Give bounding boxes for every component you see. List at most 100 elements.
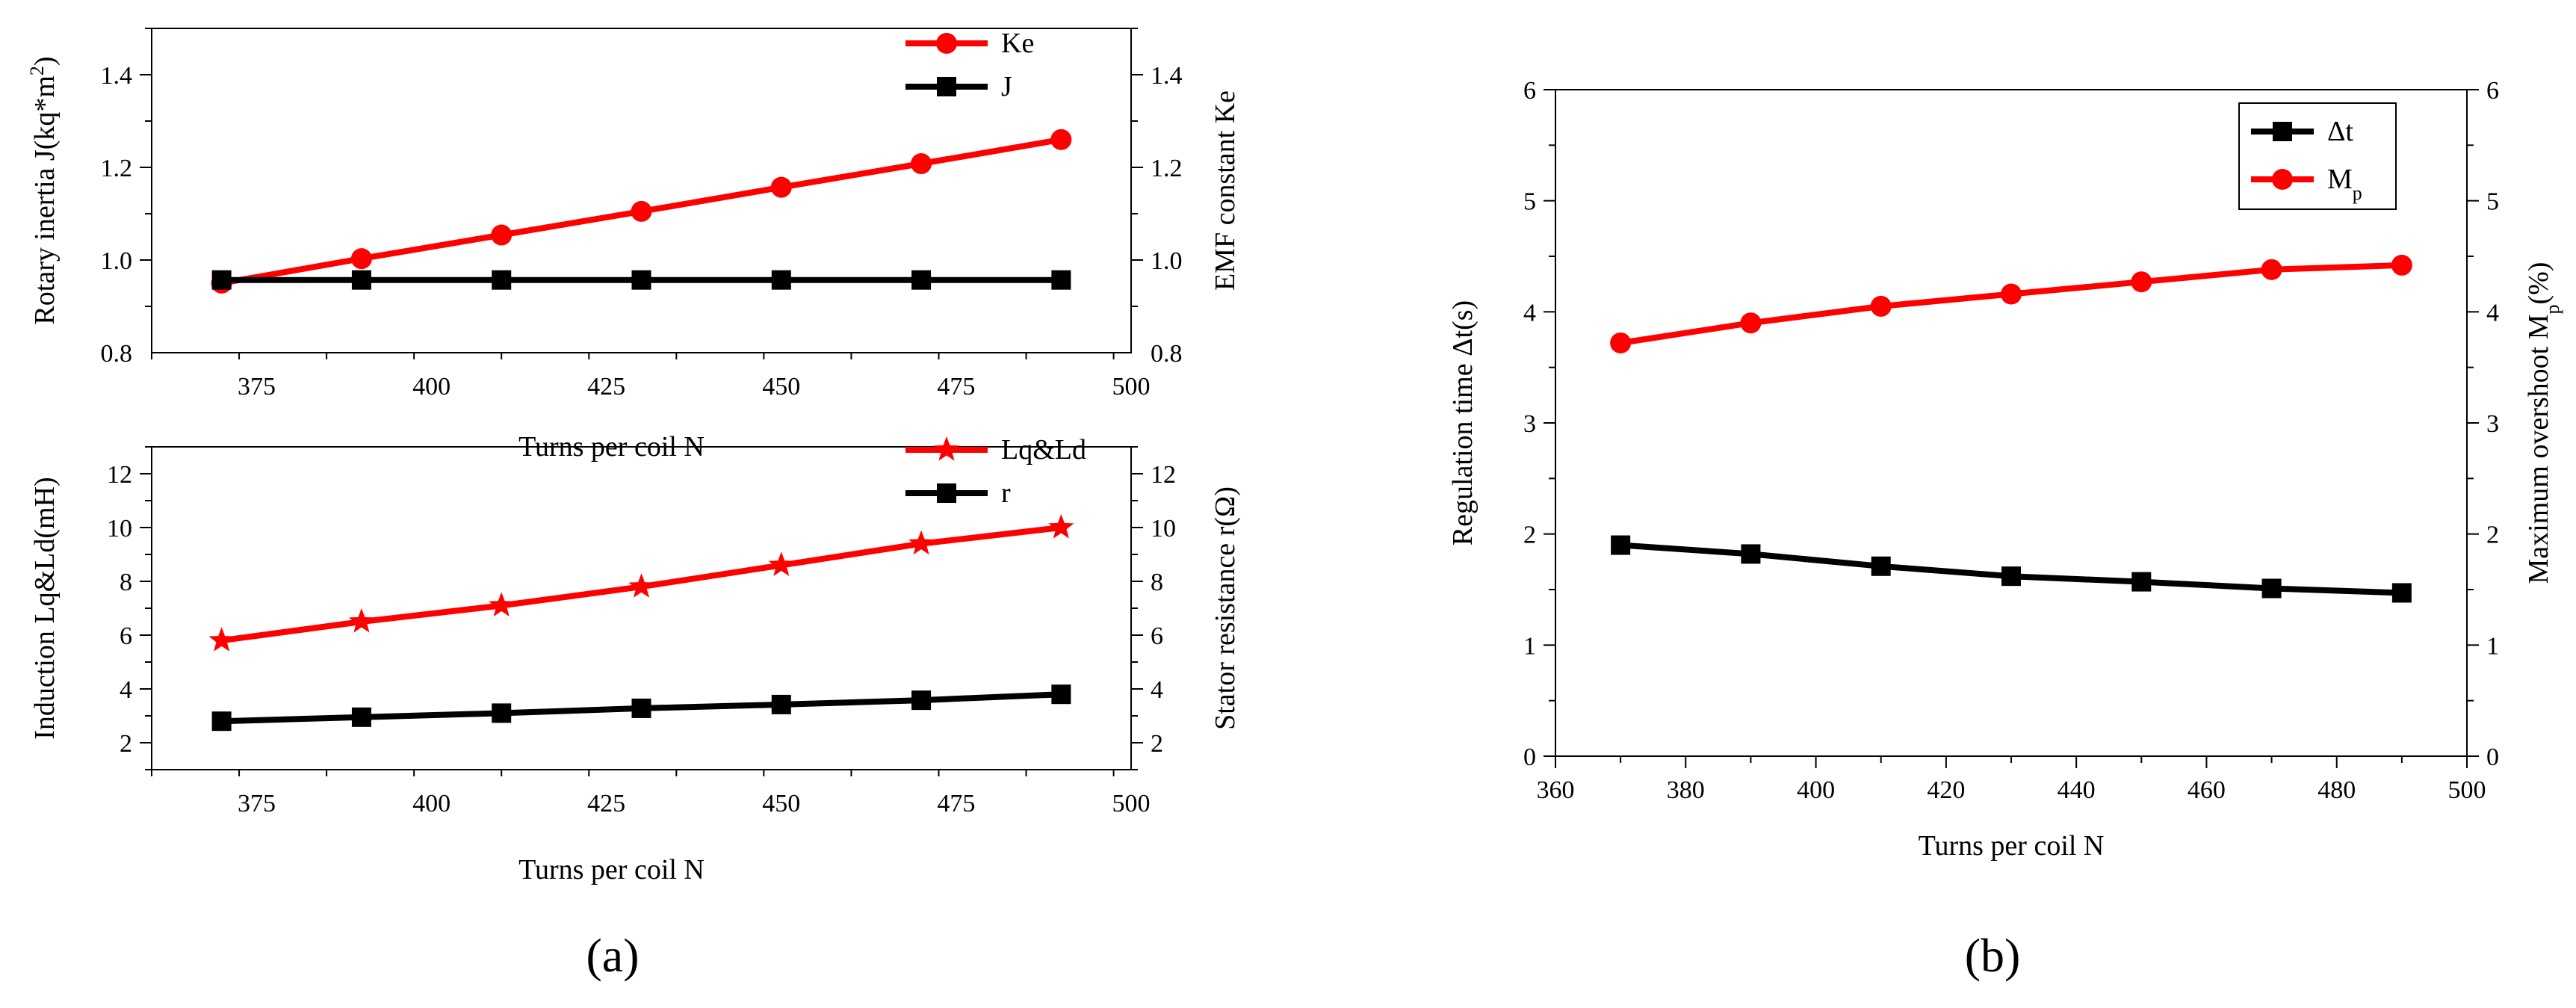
x-tick-label: 425 — [587, 790, 625, 817]
legend-swatch-marker — [937, 77, 956, 96]
y-right-axis-label-sub: p — [2542, 304, 2563, 314]
data-point — [2261, 578, 2282, 599]
x-tick-label: 360 — [1537, 776, 1575, 804]
legend-entry-label: Ke — [1001, 28, 1034, 59]
y-left-tick-label: 8 — [120, 569, 132, 596]
data-point — [1051, 270, 1071, 290]
data-point — [491, 224, 513, 246]
x-tick-label: 380 — [1667, 776, 1705, 804]
y-left-tick-label: 10 — [107, 515, 132, 542]
data-point — [211, 270, 232, 290]
legend-entry-sub: p — [2353, 182, 2362, 204]
y-left-tick-label: 3 — [1523, 410, 1536, 438]
legend-entry-label: Δt — [2327, 116, 2353, 147]
data-point — [1051, 684, 1071, 705]
data-point — [1611, 535, 1631, 555]
data-point — [631, 200, 652, 222]
data-point — [911, 270, 932, 290]
y-left-tick-label: 1.2 — [101, 155, 133, 182]
x-tick-label: 475 — [937, 790, 975, 817]
x-tick-label: 500 — [1112, 373, 1151, 401]
y-left-tick-label: 2 — [120, 730, 132, 758]
data-point — [208, 627, 235, 652]
x-tick-label: 460 — [2188, 776, 2226, 804]
y-left-tick-label: 6 — [1523, 77, 1536, 105]
x-axis-label: Turns per coil N — [1919, 830, 2105, 862]
data-point — [908, 530, 935, 555]
data-point — [2001, 566, 2021, 587]
data-point — [1741, 544, 1761, 564]
x-tick-label: 450 — [762, 373, 800, 401]
y-left-tick-label: 6 — [120, 622, 132, 650]
panel-a-label: (a) — [586, 929, 639, 982]
data-point — [628, 573, 654, 598]
legend-swatch-marker — [937, 483, 956, 503]
y-left-axis-label: Regulation time Δt(s) — [1447, 300, 1479, 545]
y-left-tick-label: 4 — [120, 676, 132, 704]
data-point — [351, 707, 371, 727]
data-point — [911, 690, 932, 711]
x-tick-label: 400 — [1797, 776, 1835, 804]
data-point — [911, 153, 932, 175]
data-point — [768, 551, 794, 576]
y-right-tick-label: 8 — [1151, 569, 1163, 596]
y-right-tick-label: 3 — [2486, 410, 2499, 438]
y-right-tick-label: 1 — [2486, 632, 2499, 660]
y-left-axis-label-end: ) — [29, 56, 61, 66]
data-point — [1871, 556, 1891, 576]
legend-entry-label: J — [1001, 71, 1012, 102]
y-left-axis-label-sup: 2 — [26, 66, 48, 75]
x-tick-label: 400 — [412, 373, 451, 401]
data-point — [351, 270, 371, 290]
y-right-tick-label: 4 — [2486, 299, 2499, 327]
x-tick-label: 500 — [1112, 790, 1151, 817]
panel-b-label: (b) — [1965, 929, 2021, 982]
plot-frame — [151, 28, 1132, 353]
panel-b-chart: 360 380 400 420 440 460 480 50001234560123456Tu… — [1447, 77, 2563, 862]
y-right-tick-label: 0.8 — [1151, 340, 1183, 368]
x-tick-label: 440 — [2058, 776, 2096, 804]
data-point — [1610, 332, 1632, 353]
y-right-tick-label: 0 — [2486, 743, 2499, 771]
data-point — [770, 176, 792, 198]
y-right-axis-label: EMF constant Ke — [1210, 90, 1241, 291]
y-left-tick-label: 5 — [1523, 188, 1536, 216]
y-right-axis-label-end: (%) — [2523, 262, 2554, 305]
data-point — [2131, 271, 2152, 293]
x-tick-label: 375 — [238, 373, 276, 401]
x-tick-label: 375 — [238, 790, 276, 817]
data-point — [492, 270, 512, 290]
data-point — [2131, 572, 2152, 592]
data-point — [1050, 129, 1072, 150]
x-tick-label: 480 — [2318, 776, 2356, 804]
data-point — [2001, 283, 2022, 305]
data-point — [2391, 254, 2412, 276]
y-right-tick-label: 1.2 — [1151, 155, 1183, 182]
y-right-tick-label: 6 — [2486, 77, 2499, 105]
y-left-tick-label: 2 — [1523, 522, 1536, 549]
panel-a-top-chart: 375 400 425 450 475 5000.81.01.21.40.81.01.21… — [26, 28, 1241, 463]
data-point — [771, 270, 791, 290]
legend-entry-label: Lq&Ld — [1001, 434, 1086, 466]
y-right-axis-label: Stator resistance r(Ω) — [1210, 486, 1241, 730]
y-right-tick-label: 2 — [1151, 730, 1163, 758]
x-tick-label: 400 — [412, 790, 451, 817]
x-tick-label: 450 — [762, 790, 800, 817]
data-point — [1870, 295, 1892, 317]
y-right-tick-label: 12 — [1151, 461, 1176, 489]
data-point — [492, 703, 512, 723]
panel-a-bottom-chart: 375 400 425 450 475 500 2 4 6 8 10 12 2 4 6 8 10 12 Turns … — [29, 434, 1241, 885]
data-point — [2391, 583, 2412, 603]
x-tick-label: 475 — [937, 373, 975, 401]
legend-swatch-marker — [936, 33, 957, 54]
y-right-tick-label: 10 — [1151, 515, 1176, 542]
data-point — [489, 592, 515, 616]
data-point — [348, 608, 374, 633]
legend-swatch-marker — [2272, 169, 2293, 190]
y-right-tick-label: 6 — [1151, 622, 1163, 650]
y-left-tick-label: 1.4 — [101, 62, 133, 90]
data-point — [211, 711, 232, 732]
data-point — [631, 270, 651, 290]
legend-swatch-marker — [933, 436, 960, 461]
